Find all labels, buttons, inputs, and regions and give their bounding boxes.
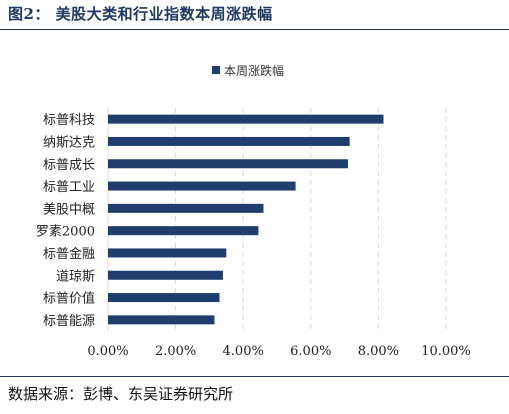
category-label: 美股中概 <box>43 202 95 217</box>
category-label: 标普科技 <box>43 113 95 128</box>
bar <box>108 293 220 303</box>
x-tick-labels: 0.00% 2.00% 4.00% 6.00% 8.00% 10.00% <box>87 344 470 359</box>
category-label: 标普工业 <box>43 180 95 195</box>
category-label: 标普成长 <box>43 158 95 173</box>
x-tick-label: 6.00% <box>290 344 331 359</box>
chart-bars <box>108 114 384 325</box>
bar <box>108 159 348 169</box>
bar <box>108 226 259 236</box>
legend-label: 本周涨跌幅 <box>224 63 284 78</box>
x-tick-label: 10.00% <box>421 344 471 359</box>
figure-title: 图2： 美股大类和行业指数本周涨跌幅 <box>8 5 273 23</box>
category-label: 标普价值 <box>43 291 95 307</box>
category-label: 标普金融 <box>43 246 95 262</box>
x-tick-label: 4.00% <box>223 344 264 359</box>
category-label: 标普能源 <box>43 314 95 329</box>
category-label: 纳斯达克 <box>43 135 95 150</box>
x-tick-label: 0.00% <box>87 344 128 359</box>
bar <box>108 248 227 258</box>
category-label: 罗素2000 <box>36 225 95 240</box>
bar <box>108 114 384 124</box>
source-note: 数据来源：彭博、东吴证券研究所 <box>8 385 234 403</box>
category-label: 道琼斯 <box>56 269 95 284</box>
bar <box>108 181 296 191</box>
legend-swatch <box>212 66 220 74</box>
bar <box>108 315 215 325</box>
x-tick-label: 2.00% <box>155 344 196 359</box>
chart-legend: 本周涨跌幅 <box>212 63 284 78</box>
source-divider <box>0 376 509 377</box>
bar <box>108 136 350 146</box>
x-tick-label: 8.00% <box>358 344 399 359</box>
title-divider <box>0 29 509 30</box>
bar <box>108 203 264 213</box>
bar <box>108 270 223 280</box>
